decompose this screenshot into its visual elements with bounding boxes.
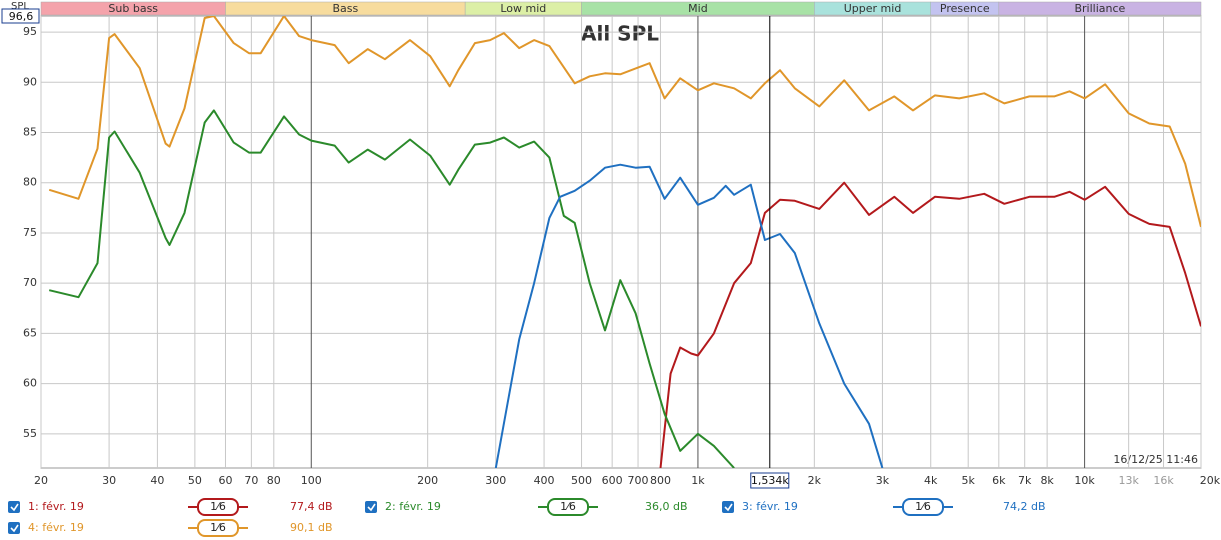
y-tick-label: 85 <box>23 126 37 139</box>
y-tick-label: 65 <box>23 326 37 339</box>
y-axis-label: SPL <box>11 1 29 12</box>
plot-lines <box>48 16 1201 468</box>
plot-area <box>40 15 1202 469</box>
band-label: Brilliance <box>1074 2 1125 15</box>
smoothing-button[interactable] <box>197 519 239 537</box>
x-tick-label: 50 <box>188 474 202 487</box>
y-tick-box <box>1 8 40 24</box>
x-tick-label: 10k <box>1074 474 1095 487</box>
x-tick-label: 16k <box>1153 474 1174 487</box>
series-name: 1: févr. 19 <box>28 500 84 513</box>
x-tick-label: 6k <box>992 474 1006 487</box>
series-checkbox[interactable] <box>8 522 20 534</box>
y-tick-label: 55 <box>23 427 37 440</box>
cursor-label: 1,534k <box>751 474 789 487</box>
smoothing-button[interactable] <box>902 498 944 516</box>
series-line <box>659 181 1201 468</box>
x-tick-label: 13k <box>1118 474 1139 487</box>
x-tick-label: 3k <box>876 474 890 487</box>
y-tick-label: 96,6 <box>9 10 34 23</box>
series-checkbox[interactable] <box>8 501 20 513</box>
x-tick-label: 1k <box>691 474 705 487</box>
series-checkbox[interactable] <box>722 501 734 513</box>
y-tick-label: 70 <box>23 276 37 289</box>
x-tick-label: 60 <box>218 474 232 487</box>
band-label: Low mid <box>500 2 546 15</box>
series-line <box>48 16 1201 228</box>
smoothing-label: 1⁄6 <box>915 500 931 513</box>
checkmark <box>10 503 19 512</box>
smoothing-label: 1⁄6 <box>210 521 226 534</box>
band-label: Upper mid <box>844 2 902 15</box>
x-tick-label: 800 <box>650 474 671 487</box>
y-tick-label: 95 <box>23 25 37 38</box>
x-tick-label: 20 <box>34 474 48 487</box>
x-tick-label: 8k <box>1040 474 1054 487</box>
x-tick-label: 40 <box>150 474 164 487</box>
smoothing-button[interactable] <box>197 498 239 516</box>
checkmark <box>724 503 733 512</box>
x-tick-label: 20kHz <box>1200 474 1221 487</box>
smoothing-button[interactable] <box>547 498 589 516</box>
x-tick-label: 7k <box>1018 474 1032 487</box>
x-tick-label: 4k <box>924 474 938 487</box>
x-tick-label: 80 <box>267 474 281 487</box>
x-tick-label: 400 <box>534 474 555 487</box>
series-readout: 74,2 dB <box>1003 500 1046 513</box>
series-readout: 90,1 dB <box>290 521 333 534</box>
x-tick-label: 70 <box>244 474 258 487</box>
checkmark <box>10 524 19 533</box>
series-name: 4: févr. 19 <box>28 521 84 534</box>
x-tick-label: 700 <box>628 474 649 487</box>
series-name: 2: févr. 19 <box>385 500 441 513</box>
band-label: Mid <box>688 2 708 15</box>
cursor-box <box>750 472 790 489</box>
x-tick-label: 500 <box>571 474 592 487</box>
series-line <box>48 109 735 468</box>
smoothing-label: 1⁄6 <box>560 500 576 513</box>
y-tick-label: 75 <box>23 226 37 239</box>
smoothing-label: 1⁄6 <box>210 500 226 513</box>
x-tick-label: 2k <box>808 474 822 487</box>
x-tick-label: 30 <box>102 474 116 487</box>
band <box>998 1 1202 16</box>
band-label: Sub bass <box>108 2 158 15</box>
series-name: 3: févr. 19 <box>742 500 798 513</box>
y-tick-label: 80 <box>23 176 37 189</box>
x-tick-label: 600 <box>602 474 623 487</box>
y-tick-label: 60 <box>23 377 37 390</box>
checkmark <box>367 503 376 512</box>
band-label: Presence <box>940 2 990 15</box>
y-tick-label: 90 <box>23 75 37 88</box>
x-tick-label: 5k <box>962 474 976 487</box>
x-tick-label: 200 <box>417 474 438 487</box>
series-line <box>494 163 884 468</box>
band-label: Bass <box>332 2 358 15</box>
timestamp: 16/12/25 11:46 <box>1113 453 1198 466</box>
x-tick-label: 100 <box>301 474 322 487</box>
x-tick-label: 300 <box>485 474 506 487</box>
chart-title: All SPL <box>581 22 659 46</box>
series-checkbox[interactable] <box>365 501 377 513</box>
series-readout: 36,0 dB <box>645 500 688 513</box>
series-readout: 77,4 dB <box>290 500 333 513</box>
